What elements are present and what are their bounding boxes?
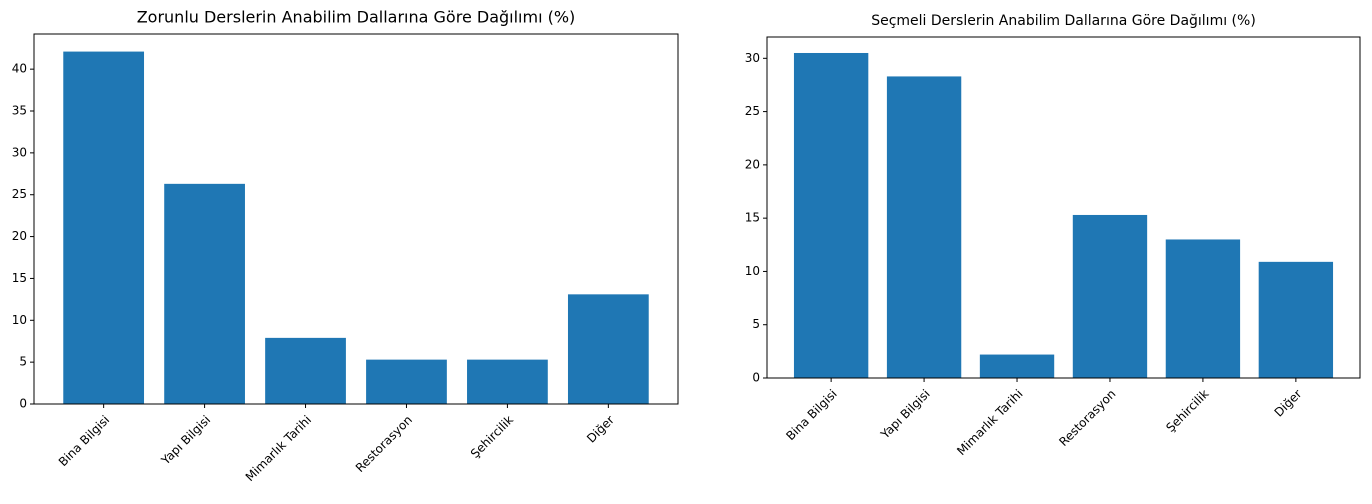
x-tick-label: Yapı Bilgisi <box>158 413 213 468</box>
bar <box>265 337 346 404</box>
x-tick-label: Yapı Bilgisi <box>877 387 932 442</box>
bar <box>63 51 145 404</box>
x-tick-label: Diğer <box>584 413 617 446</box>
bar <box>793 52 869 378</box>
x-tick-label: Diğer <box>1272 387 1305 420</box>
y-tick-label: 25 <box>12 187 27 201</box>
x-tick-label: Restorasyon <box>353 413 415 475</box>
y-tick-label: 30 <box>12 145 27 159</box>
chart-title: Seçmeli Derslerin Anabilim Dallarına Gör… <box>871 13 1256 29</box>
y-tick-label: 5 <box>19 355 27 369</box>
y-tick-label: 0 <box>19 397 27 411</box>
y-tick-label: 10 <box>12 313 27 327</box>
y-tick-label: 35 <box>12 104 27 118</box>
bar <box>567 294 649 404</box>
chart-title: Zorunlu Derslerin Anabilim Dallarına Gör… <box>137 8 576 27</box>
y-tick-label: 20 <box>12 229 27 243</box>
y-tick-label: 15 <box>745 211 760 225</box>
bar <box>979 354 1055 378</box>
y-tick-label: 5 <box>752 317 760 331</box>
y-tick-label: 30 <box>745 51 760 65</box>
x-tick-label: Bina Bilgisi <box>783 387 839 443</box>
axes-frame <box>766 36 1361 379</box>
bar <box>1258 261 1334 378</box>
bar <box>886 76 962 378</box>
bar <box>467 359 548 404</box>
bar <box>366 359 447 404</box>
y-tick-label: 15 <box>12 271 27 285</box>
y-tick-label: 20 <box>745 157 760 171</box>
bar <box>1072 214 1148 378</box>
x-tick-label: Mimarlık Tarihi <box>954 387 1025 458</box>
y-tick-label: 0 <box>752 371 760 385</box>
y-tick-label: 25 <box>745 104 760 118</box>
x-tick-label: Restorasyon <box>1056 387 1118 449</box>
y-tick-label: 40 <box>12 62 27 76</box>
bar <box>1165 239 1241 378</box>
x-tick-label: Mimarlık Tarihi <box>243 413 314 484</box>
x-tick-label: Şehircilik <box>468 413 516 461</box>
bar <box>164 183 245 404</box>
x-tick-label: Bina Bilgisi <box>56 413 112 469</box>
x-tick-label: Şehircilik <box>1163 387 1211 435</box>
y-tick-label: 10 <box>745 264 760 278</box>
axes-frame <box>33 33 679 405</box>
